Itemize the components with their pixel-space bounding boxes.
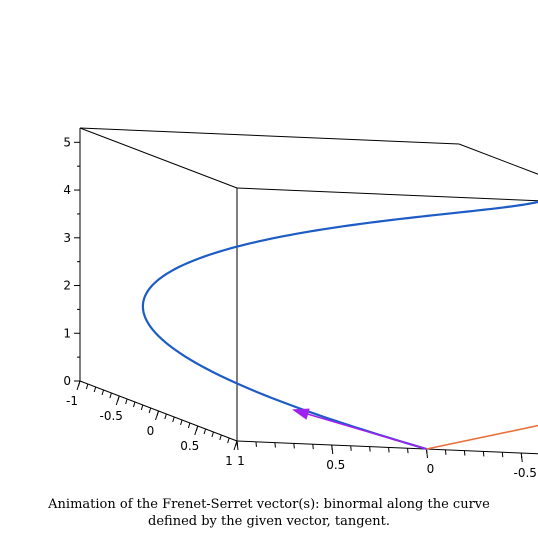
x-minor-tick	[140, 404, 144, 411]
box-edge-2	[458, 143, 538, 175]
z-tick-label-1: 1	[63, 326, 71, 340]
y-minor-tick	[255, 441, 257, 447]
x-tick-label-4: 1	[225, 454, 233, 468]
x-minor-tick	[148, 407, 152, 414]
z-tick-label-3: 3	[63, 231, 71, 245]
vector-layer	[291, 408, 538, 450]
x-minor-tick	[93, 386, 97, 393]
y-tick-label-0: 1	[237, 454, 245, 468]
curve-layer	[141, 200, 538, 451]
x-minor-tick	[78, 380, 81, 387]
x-minor-tick	[195, 425, 199, 432]
bounding-box	[79, 127, 538, 455]
x-minor-tick	[125, 398, 128, 405]
y-tick-label-1: 0.5	[326, 458, 345, 472]
y-tick-label-2: 0	[427, 462, 435, 476]
y-minor-tick	[331, 444, 333, 451]
x-minor-tick	[211, 431, 214, 438]
x-minor-tick	[164, 413, 167, 420]
helix-curve	[141, 200, 538, 451]
y-minor-tick	[369, 446, 371, 452]
z-tick-label-2: 2	[63, 279, 71, 293]
x-minor-tick	[187, 422, 191, 429]
y-tick-label-3: -0.5	[514, 466, 537, 480]
x-minor-tick	[117, 395, 120, 402]
x-minor-tick	[172, 416, 175, 423]
x-tick-label-1: -0.5	[100, 409, 123, 423]
y-minor-tick	[444, 449, 447, 455]
x-minor-tick	[109, 392, 112, 399]
box-edge-5	[236, 440, 538, 455]
box-edge-0	[79, 127, 238, 189]
x-minor-tick	[101, 389, 105, 396]
x-tick-label-0: -1	[66, 394, 78, 408]
y-minor-tick	[274, 442, 276, 448]
x-minor-tick	[219, 434, 222, 441]
tangent-vector	[291, 408, 427, 450]
x-tick-label-3: 0.5	[180, 439, 199, 453]
z-tick-label-5: 5	[63, 135, 71, 149]
figure-caption: Animation of the Frenet-Serret vector(s)…	[0, 496, 538, 530]
tangent-vector-head	[291, 408, 310, 420]
z-tick-label-4: 4	[63, 183, 71, 197]
y-minor-tick	[312, 444, 314, 450]
x-minor-tick	[180, 419, 183, 426]
binormal-vector	[426, 424, 538, 450]
tangent-vector-shaft	[307, 413, 427, 450]
x-minor-tick	[132, 401, 136, 408]
y-minor-tick	[293, 443, 295, 449]
y-minor-tick	[407, 448, 409, 454]
y-minor-tick	[520, 452, 523, 459]
x-minor-tick	[203, 428, 207, 435]
axis-ticks	[74, 141, 523, 463]
box-edge-1	[236, 187, 538, 202]
caption-line-2: defined by the given vector, tangent.	[148, 514, 390, 529]
y-minor-tick	[463, 450, 466, 456]
x-minor-tick	[156, 410, 159, 417]
y-minor-tick	[482, 451, 485, 457]
y-minor-tick	[350, 445, 352, 451]
y-minor-tick	[236, 440, 238, 447]
y-minor-tick	[388, 447, 390, 453]
x-tick-label-2: 0	[147, 424, 155, 438]
x-minor-tick	[85, 383, 89, 390]
z-tick-label-0: 0	[63, 374, 71, 388]
box-edge-3	[79, 127, 460, 145]
y-minor-tick	[501, 452, 504, 458]
caption-line-1: Animation of the Frenet-Serret vector(s)…	[48, 497, 490, 512]
binormal-vector-shaft	[426, 424, 538, 450]
x-minor-tick	[227, 437, 230, 444]
